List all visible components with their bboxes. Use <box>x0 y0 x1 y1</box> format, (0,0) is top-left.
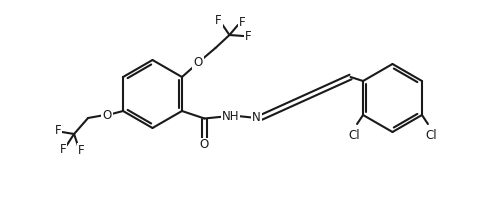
Text: F: F <box>215 13 222 27</box>
Text: F: F <box>78 144 85 156</box>
Text: O: O <box>200 138 209 151</box>
Text: F: F <box>55 125 61 137</box>
Text: F: F <box>238 15 245 29</box>
Text: Cl: Cl <box>348 129 360 142</box>
Text: F: F <box>245 30 252 43</box>
Text: N: N <box>252 111 261 124</box>
Text: Cl: Cl <box>425 129 437 142</box>
Text: F: F <box>60 143 66 155</box>
Text: NH: NH <box>222 109 239 123</box>
Text: O: O <box>193 56 203 69</box>
Text: O: O <box>103 109 112 122</box>
